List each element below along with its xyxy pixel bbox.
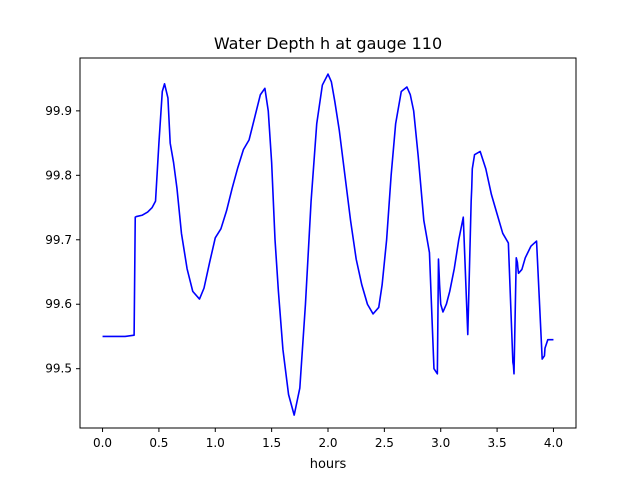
- x-tick-label: 2.5: [375, 436, 394, 450]
- y-tick-label: 99.5: [45, 362, 72, 376]
- x-tick-label: 3.5: [488, 436, 507, 450]
- chart-title: Water Depth h at gauge 110: [214, 34, 442, 53]
- x-tick-label: 4.0: [544, 436, 563, 450]
- x-tick-label: 3.0: [431, 436, 450, 450]
- y-tick-label: 99.7: [45, 233, 72, 247]
- x-axis-label: hours: [310, 457, 347, 472]
- y-tick-label: 99.8: [45, 168, 72, 182]
- x-tick-label: 1.5: [262, 436, 281, 450]
- series-line-1: [102, 73, 554, 416]
- y-tick-label: 99.9: [45, 104, 72, 118]
- x-tick-label: 1.0: [206, 436, 225, 450]
- y-tick-label: 99.6: [45, 297, 72, 311]
- x-axis: 0.0 0.5 1.0 1.5 2.0 2.5 3.0 3.5 4.0: [93, 428, 563, 450]
- x-tick-label: 0.5: [149, 436, 168, 450]
- x-tick-label: 0.0: [93, 436, 112, 450]
- y-axis: 99.5 99.6 99.7 99.8 99.9: [45, 104, 80, 376]
- series-layer: [102, 73, 554, 416]
- x-tick-label: 2.0: [318, 436, 337, 450]
